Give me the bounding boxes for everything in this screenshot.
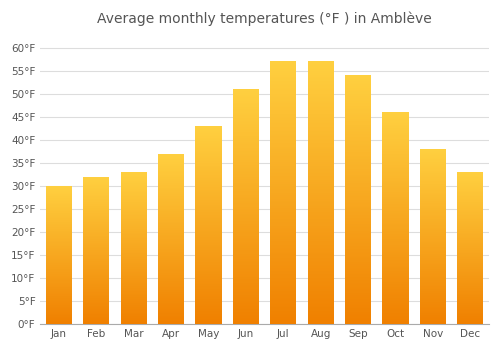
Title: Average monthly temperatures (°F ) in Amblève: Average monthly temperatures (°F ) in Am… — [97, 11, 432, 26]
